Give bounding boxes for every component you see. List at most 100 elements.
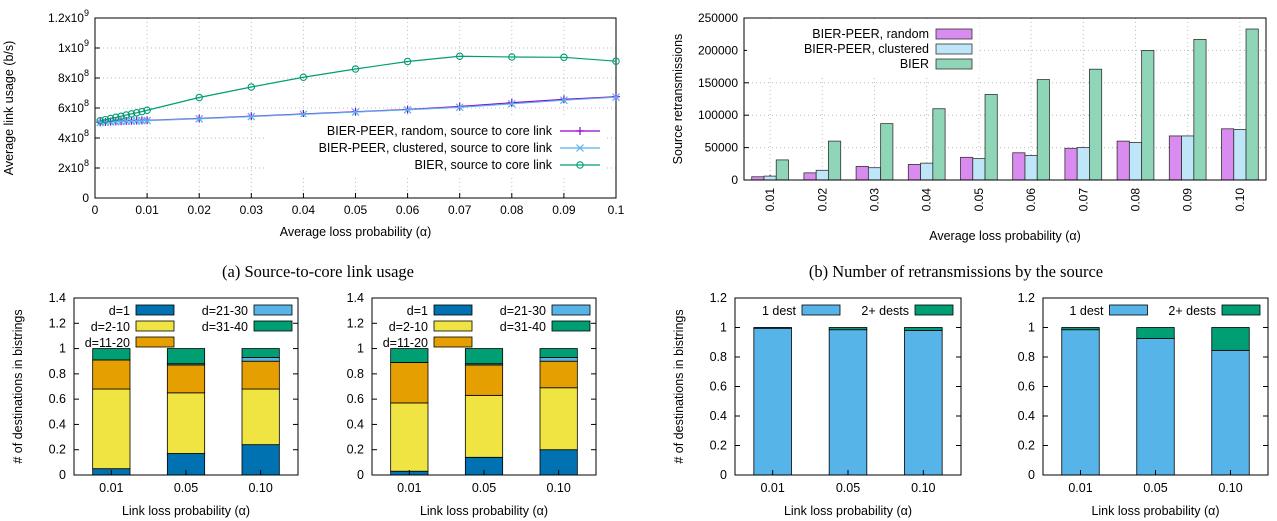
c1-x-tick-label: 0.10 bbox=[248, 481, 272, 495]
b-bar-2-1 bbox=[828, 140, 842, 181]
a-x-tick-label: 0.05 bbox=[344, 203, 368, 217]
c1-y-axis-label: # of destinations in bistrings bbox=[11, 309, 25, 463]
circle-marker bbox=[403, 57, 412, 66]
c2-y-tick-label: 1 bbox=[357, 342, 364, 356]
a-x-tick-label: 0 bbox=[92, 203, 99, 217]
b-x-axis-label: Average loss probability (α) bbox=[929, 229, 1081, 243]
a-point-s2-5 bbox=[122, 111, 131, 119]
a-x-tick-label: 0.07 bbox=[448, 203, 472, 217]
circle-marker bbox=[299, 73, 308, 82]
a-y-tick-label: 1.2x109 bbox=[48, 8, 89, 25]
c2-frame bbox=[371, 297, 597, 476]
c2-bar-4-2 bbox=[539, 348, 578, 358]
a-point-s2-12 bbox=[299, 73, 308, 82]
a-x-tick-label: 0.1 bbox=[608, 203, 625, 217]
c2-bar-1-1 bbox=[464, 394, 504, 458]
circle-marker bbox=[132, 109, 141, 117]
a-point-s1-11 bbox=[247, 112, 256, 121]
b-bar-1-3 bbox=[920, 162, 934, 181]
a-point-s2-8 bbox=[138, 107, 146, 116]
d1-y-axis-label: # of destinations in bistrings bbox=[672, 309, 686, 463]
b-x-tick-label: 0.10 bbox=[1233, 188, 1247, 212]
d1-y-tick-label: 1 bbox=[720, 321, 727, 335]
c2-legend-label-0: d=1 bbox=[407, 304, 428, 318]
b-y-tick-label: 200000 bbox=[698, 43, 738, 57]
circle-marker bbox=[612, 57, 620, 65]
b-y-tick-label: 150000 bbox=[698, 76, 738, 90]
d1-frame bbox=[734, 297, 962, 476]
c1-legend-label-2: d=11-20 bbox=[85, 336, 130, 350]
c1-y-tick-label: 0 bbox=[59, 468, 66, 482]
c2-bar-1-0 bbox=[390, 402, 429, 472]
d1-legend-swatch-0 bbox=[801, 304, 841, 316]
c2-y-tick-label: 0 bbox=[357, 468, 364, 482]
a-point-s2-15 bbox=[455, 52, 464, 60]
b-x-tick-label: 0.04 bbox=[920, 188, 934, 212]
c2-legend-swatch-0 bbox=[433, 304, 473, 316]
d2-bar-0-0 bbox=[1061, 329, 1100, 476]
circle-marker bbox=[117, 112, 125, 121]
d2-x-tick-label: 0.01 bbox=[1068, 481, 1092, 495]
d1-y-tick-label: 0.8 bbox=[710, 350, 727, 364]
d2-bar-1-0 bbox=[1061, 327, 1100, 331]
a-legend-bg bbox=[266, 117, 606, 175]
a-point-s1-18 bbox=[612, 93, 620, 102]
d1-x-axis-label: Link loss probability (α) bbox=[784, 504, 912, 518]
d2-bar-0-1 bbox=[1136, 338, 1175, 476]
d1-bar-0-0 bbox=[753, 327, 792, 476]
d2-legend-swatch-0 bbox=[1109, 304, 1148, 316]
cross-marker-b bbox=[559, 96, 568, 105]
b-bar-1-2 bbox=[867, 167, 882, 181]
b-bar-2-8 bbox=[1193, 38, 1207, 181]
c2-legend-swatch-3 bbox=[551, 304, 591, 316]
d1-bar-1-1 bbox=[828, 327, 868, 331]
b-legend-swatch-1 bbox=[935, 43, 973, 55]
b-bar-2-0 bbox=[775, 159, 789, 181]
circle-marker bbox=[138, 107, 146, 116]
a-point-s1-16 bbox=[507, 99, 516, 108]
a-point-s2-17 bbox=[560, 53, 568, 62]
c1-bar-4-0 bbox=[92, 348, 131, 361]
b-bar-0-3 bbox=[907, 164, 921, 181]
a-point-s1-17 bbox=[559, 96, 568, 105]
a-point-s2-1 bbox=[101, 115, 110, 124]
c2-x-tick-label: 0.10 bbox=[546, 481, 570, 495]
b-bar-0-9 bbox=[1221, 128, 1235, 181]
b-bar-2-9 bbox=[1245, 28, 1259, 181]
b-x-tick-label: 0.06 bbox=[1024, 188, 1038, 212]
b-legend-label-1: BIER-PEER, clustered bbox=[804, 42, 929, 56]
c1-y-tick-label: 0.4 bbox=[49, 417, 66, 431]
c2-bar-2-1 bbox=[464, 364, 504, 396]
d1-bar-0-2 bbox=[904, 330, 943, 476]
d2-bar-1-2 bbox=[1211, 327, 1250, 351]
circle-marker bbox=[106, 114, 115, 123]
c1-legend-label-4: d=31-40 bbox=[202, 320, 248, 334]
b-y-axis-label: Source retransmissions bbox=[671, 34, 685, 165]
a-y-axis-label: Average link usage (b/s) bbox=[2, 41, 16, 176]
circle-marker bbox=[122, 111, 131, 119]
c1-x-tick-label: 0.01 bbox=[99, 481, 123, 495]
d2-y-tick-label: 1.2 bbox=[1018, 291, 1035, 305]
d1-y-tick-label: 0.2 bbox=[710, 439, 727, 453]
a-y-tick-label: 1x109 bbox=[58, 38, 89, 55]
a-point-s2-10 bbox=[195, 93, 203, 102]
a-point-s1-10 bbox=[195, 114, 204, 123]
a-legend-marker-2 bbox=[576, 161, 584, 169]
b-x-tick-label: 0.08 bbox=[1129, 188, 1143, 212]
a-x-tick-label: 0.04 bbox=[292, 203, 316, 217]
b-x-tick-label: 0.01 bbox=[763, 188, 777, 212]
circle-marker bbox=[127, 110, 136, 118]
c2-y-tick-label: 1.2 bbox=[347, 316, 364, 330]
cross-marker-b bbox=[507, 99, 516, 108]
d1-bar-1-0 bbox=[753, 327, 792, 329]
c1-y-tick-label: 0.2 bbox=[49, 443, 66, 457]
d1-x-tick-label: 0.05 bbox=[836, 481, 860, 495]
c1-legend-label-1: d=2-10 bbox=[91, 320, 130, 334]
a-x-tick-label: 0.03 bbox=[240, 203, 264, 217]
c2-bar-2-2 bbox=[539, 360, 578, 389]
d1-y-tick-label: 1.2 bbox=[710, 291, 727, 305]
b-x-tick-label: 0.09 bbox=[1181, 188, 1195, 212]
b-bar-0-8 bbox=[1168, 135, 1182, 181]
circle-marker bbox=[195, 93, 203, 102]
d1-x-tick-label: 0.10 bbox=[911, 481, 935, 495]
